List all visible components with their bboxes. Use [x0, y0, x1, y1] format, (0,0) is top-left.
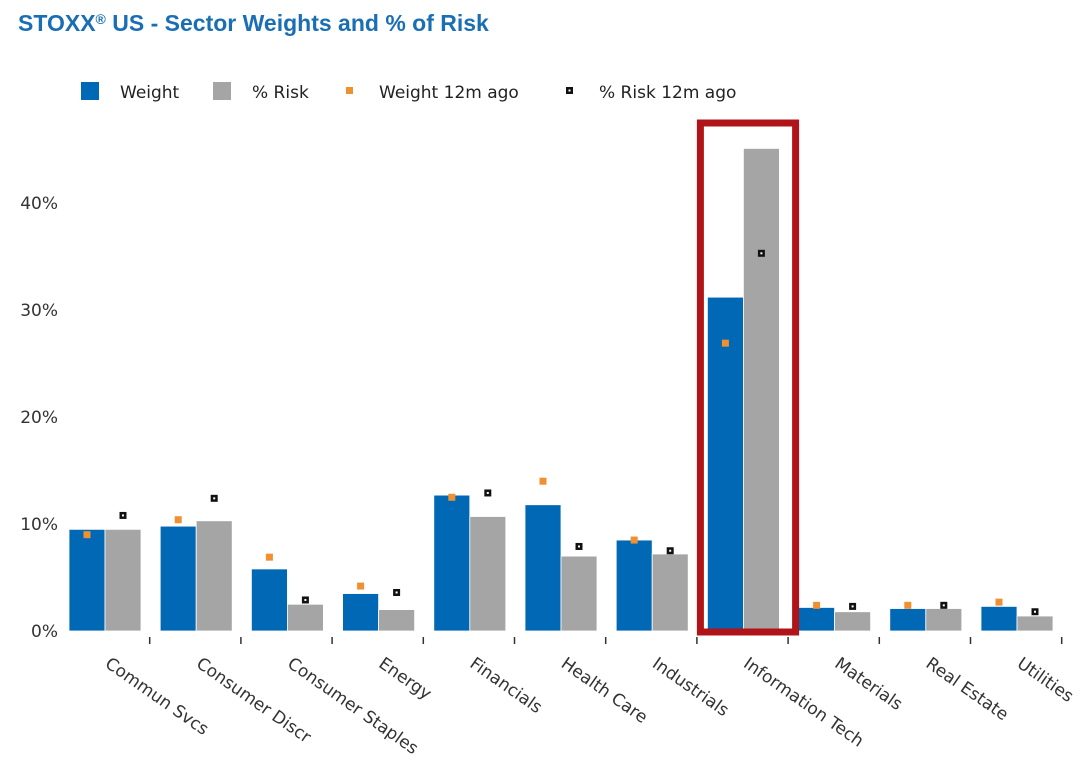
- category-label: Real Estate: [922, 654, 1012, 725]
- risk-bar: [925, 608, 963, 632]
- highlight-frame: [696, 119, 800, 636]
- weight-12m-marker: [995, 598, 1003, 606]
- category-label: Health Care: [557, 654, 651, 728]
- weight-12m-marker: [813, 601, 821, 609]
- legend-label-weight: Weight: [120, 83, 180, 103]
- legend: Weight % Risk Weight 12m ago % Risk 12m ago: [81, 82, 736, 103]
- category-label: Financials: [466, 654, 546, 718]
- marker-dot: [304, 598, 307, 601]
- y-tick-label: 20%: [20, 408, 58, 428]
- weight-bar: [68, 528, 106, 632]
- weight-bar: [342, 593, 380, 632]
- marker-dot: [1034, 610, 1036, 613]
- marker-dot: [122, 514, 124, 517]
- y-tick-label: 10%: [20, 515, 58, 535]
- marker-dot: [851, 605, 854, 608]
- y-tick-label: 40%: [20, 194, 58, 214]
- risk-bar: [743, 148, 780, 632]
- weight-bar: [159, 525, 197, 632]
- legend-label-risk: % Risk: [252, 83, 309, 103]
- risk-bar: [104, 528, 142, 632]
- weight-12m-marker: [630, 536, 638, 544]
- weight-bar: [798, 607, 835, 632]
- weight-12m-marker: [904, 601, 912, 609]
- marker-dot: [486, 491, 489, 494]
- marker-dot: [395, 591, 398, 594]
- markers: [83, 249, 1039, 616]
- weight-bar: [889, 608, 927, 632]
- risk-bar: [469, 516, 507, 632]
- risk-bar: [378, 609, 416, 632]
- risk-bar: [1016, 615, 1054, 632]
- legend-label-risk-12m-ago: % Risk 12m ago: [599, 83, 736, 103]
- y-tick-label: 30%: [20, 301, 58, 321]
- marker-dot: [942, 604, 945, 607]
- weight-12m-marker: [174, 516, 182, 524]
- marker-dot: [213, 497, 216, 500]
- category-label: Energy: [375, 654, 435, 705]
- weight-bar: [250, 568, 288, 632]
- weight-bar: [707, 296, 744, 632]
- weight-12m-marker: [83, 531, 91, 539]
- legend-marker-weight-12m-ago: [346, 87, 353, 94]
- risk-bar: [834, 611, 871, 632]
- legend-swatch-weight: [81, 82, 99, 100]
- category-label: Materials: [831, 654, 906, 715]
- weight-12m-marker: [539, 477, 547, 485]
- weight-12m-marker: [265, 553, 273, 561]
- risk-bar: [195, 520, 233, 632]
- chart-title: STOXX® US - Sector Weights and % of Risk: [18, 10, 489, 37]
- category-label: Industrials: [648, 654, 732, 721]
- legend-marker-dot: [568, 89, 571, 92]
- registered-mark: ®: [95, 11, 106, 27]
- legend-label-weight-12m-ago: Weight 12m ago: [379, 83, 519, 103]
- weight-bar: [615, 539, 653, 632]
- y-axis: 0% 10% 20% 30% 40%: [20, 194, 58, 642]
- marker-dot: [760, 252, 763, 255]
- weight-bar: [980, 605, 1018, 632]
- category-label: Utilities: [1013, 654, 1077, 707]
- marker-dot: [669, 549, 672, 552]
- weight-12m-marker: [357, 582, 365, 590]
- weight-bar: [433, 494, 471, 632]
- weight-bar: [524, 504, 562, 632]
- chart-title-main: STOXX: [18, 10, 96, 36]
- chart-title-rest: US - Sector Weights and % of Risk: [105, 10, 489, 36]
- risk-bar: [286, 603, 324, 632]
- legend-swatch-risk: [213, 82, 231, 100]
- bars: [68, 148, 1054, 632]
- risk-bar: [560, 555, 598, 632]
- highlight-box: [696, 119, 800, 636]
- y-tick-label: 0%: [31, 622, 58, 642]
- risk-bar: [651, 553, 689, 632]
- marker-dot: [578, 545, 580, 548]
- weight-12m-marker: [721, 339, 729, 347]
- weight-12m-marker: [448, 493, 456, 501]
